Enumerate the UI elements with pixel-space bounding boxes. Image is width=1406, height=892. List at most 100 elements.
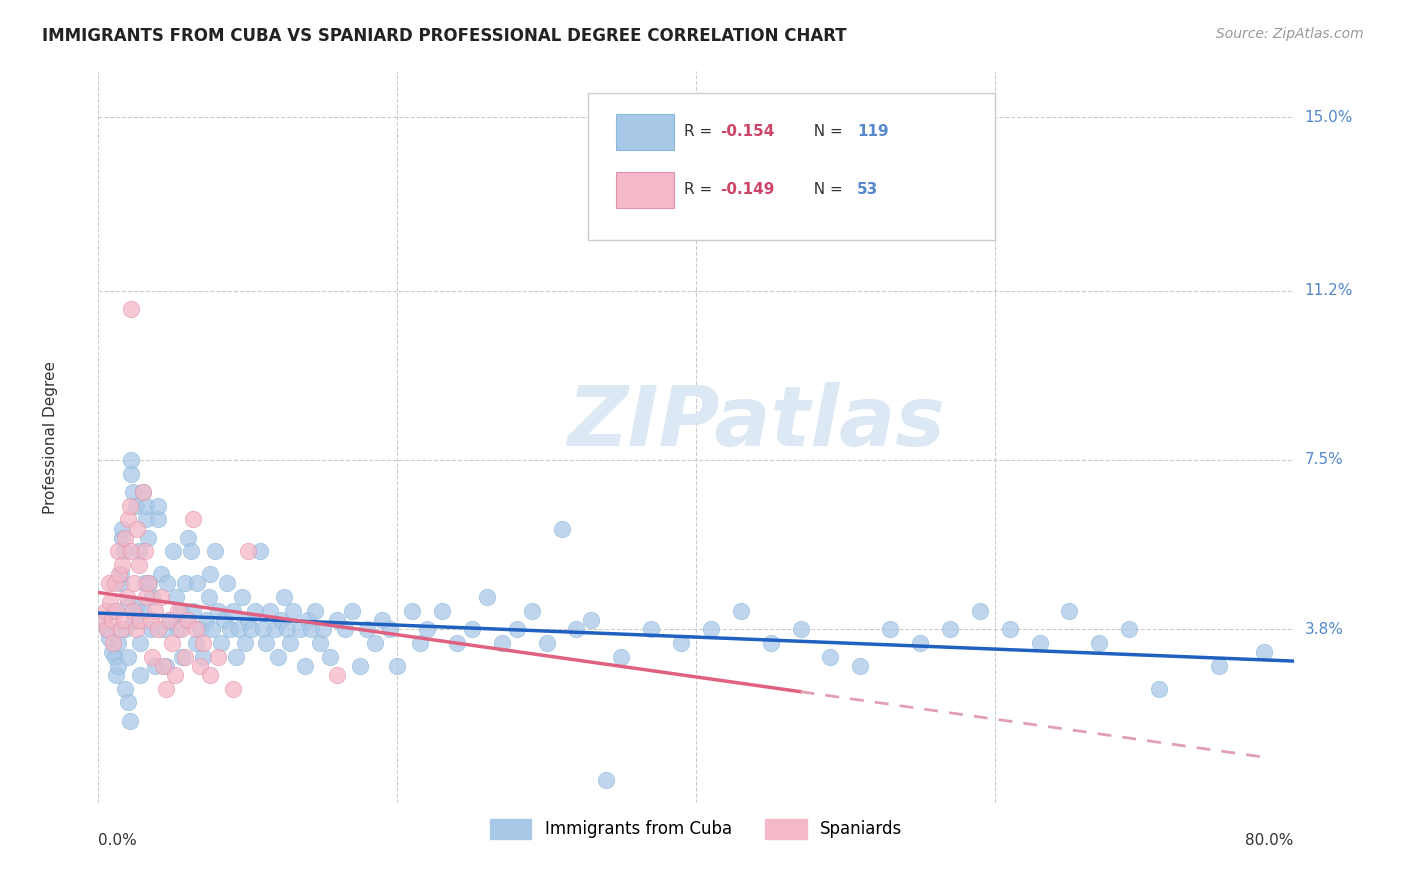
Point xyxy=(132,485,155,500)
Point xyxy=(349,658,371,673)
Point xyxy=(111,558,134,573)
Point xyxy=(114,622,136,636)
Point xyxy=(91,613,114,627)
Point xyxy=(169,604,191,618)
Point xyxy=(114,531,136,545)
Text: N =: N = xyxy=(804,124,848,139)
Point xyxy=(198,590,221,604)
Point xyxy=(371,613,394,627)
Point xyxy=(180,544,202,558)
Text: 7.5%: 7.5% xyxy=(1305,452,1343,467)
Point xyxy=(108,567,131,582)
Point xyxy=(176,613,198,627)
Point xyxy=(104,576,127,591)
Text: 3.8%: 3.8% xyxy=(1305,622,1344,637)
Point xyxy=(98,595,122,609)
Point xyxy=(184,622,207,636)
Point xyxy=(969,604,991,618)
Point xyxy=(136,531,159,545)
Point xyxy=(1088,636,1111,650)
Point xyxy=(430,604,453,618)
Point xyxy=(112,613,135,627)
Point xyxy=(908,636,931,650)
FancyBboxPatch shape xyxy=(616,114,675,150)
Point xyxy=(107,544,129,558)
Point xyxy=(160,636,183,650)
Point xyxy=(114,681,136,696)
Point xyxy=(219,622,242,636)
Point xyxy=(273,590,295,604)
Point xyxy=(326,613,349,627)
Point xyxy=(254,636,277,650)
Point xyxy=(136,576,159,591)
Point xyxy=(879,622,901,636)
Point xyxy=(342,604,364,618)
Point xyxy=(294,658,316,673)
Point xyxy=(132,485,155,500)
Point xyxy=(124,576,146,591)
Point xyxy=(103,636,125,650)
Point xyxy=(215,576,238,591)
Point xyxy=(110,567,132,582)
Point xyxy=(107,636,129,650)
Point xyxy=(236,544,259,558)
Point xyxy=(121,604,143,618)
Point xyxy=(165,590,187,604)
Point xyxy=(191,649,214,664)
Point xyxy=(152,658,174,673)
Text: 80.0%: 80.0% xyxy=(1246,833,1294,848)
Point xyxy=(1147,681,1170,696)
Point xyxy=(239,622,262,636)
Point xyxy=(212,613,235,627)
Point xyxy=(267,649,290,664)
Point xyxy=(263,622,285,636)
Point xyxy=(118,714,141,728)
Text: 0.0%: 0.0% xyxy=(98,833,138,848)
Text: IMMIGRANTS FROM CUBA VS SPANIARD PROFESSIONAL DEGREE CORRELATION CHART: IMMIGRANTS FROM CUBA VS SPANIARD PROFESS… xyxy=(42,27,846,45)
Point xyxy=(105,667,128,681)
Point xyxy=(201,622,224,636)
Point xyxy=(475,590,498,604)
Point xyxy=(730,604,752,618)
Point xyxy=(759,636,782,650)
Point xyxy=(401,604,423,618)
Point xyxy=(159,613,181,627)
Point xyxy=(141,649,163,664)
Point xyxy=(128,558,150,573)
Point xyxy=(207,604,229,618)
Point xyxy=(148,512,170,526)
Point xyxy=(141,590,163,604)
Point xyxy=(304,604,326,618)
Text: R =: R = xyxy=(685,182,717,197)
Point xyxy=(789,622,811,636)
Text: ZIPatlas: ZIPatlas xyxy=(567,382,945,463)
Text: -0.149: -0.149 xyxy=(720,182,775,197)
Point xyxy=(162,544,184,558)
Point xyxy=(1253,645,1275,659)
Point xyxy=(101,645,124,659)
Point xyxy=(236,613,259,627)
Point xyxy=(408,636,430,650)
Point xyxy=(104,649,127,664)
Point xyxy=(385,658,409,673)
Point xyxy=(177,531,200,545)
Text: 15.0%: 15.0% xyxy=(1305,110,1353,125)
Point xyxy=(378,622,401,636)
Point xyxy=(127,599,149,614)
Point xyxy=(259,604,281,618)
Point xyxy=(177,613,200,627)
Point xyxy=(125,622,148,636)
Point xyxy=(188,622,211,636)
Point xyxy=(297,613,319,627)
Point xyxy=(308,636,330,650)
Point xyxy=(135,512,157,526)
Point xyxy=(155,658,177,673)
Point xyxy=(252,622,274,636)
Point xyxy=(200,667,222,681)
Text: 53: 53 xyxy=(858,182,879,197)
Point xyxy=(129,667,152,681)
Point xyxy=(207,649,229,664)
Text: R =: R = xyxy=(685,124,717,139)
Point xyxy=(115,590,138,604)
Point xyxy=(107,658,129,673)
